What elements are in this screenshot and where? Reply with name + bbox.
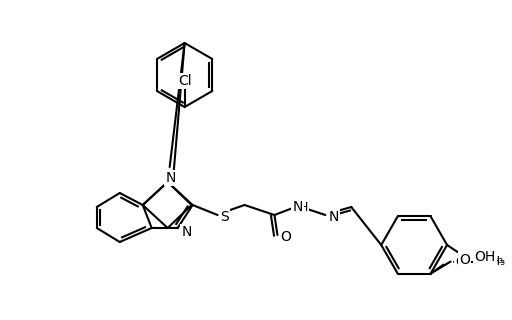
Text: N: N xyxy=(181,225,192,239)
Text: CH₃: CH₃ xyxy=(482,255,506,268)
Text: S: S xyxy=(220,210,229,224)
Text: N: N xyxy=(328,210,338,224)
Text: CH₃: CH₃ xyxy=(481,253,504,266)
Text: N: N xyxy=(165,171,176,185)
Text: OH: OH xyxy=(474,250,495,264)
Text: O: O xyxy=(280,230,291,244)
Text: N: N xyxy=(292,200,303,214)
Text: O: O xyxy=(455,255,466,268)
Text: Cl: Cl xyxy=(178,74,191,88)
Text: H: H xyxy=(298,201,308,213)
Text: O: O xyxy=(459,252,470,267)
